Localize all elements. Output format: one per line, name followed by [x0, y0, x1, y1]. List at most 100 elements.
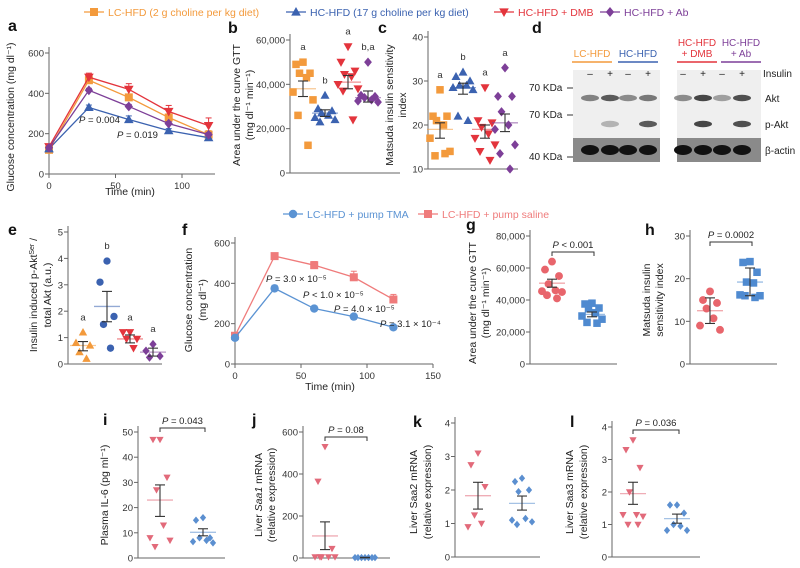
- panel-h: 0 10 20 30 Matsuda insulin sensitivity index h…: [641, 222, 777, 371]
- data-point: [544, 280, 553, 288]
- group: [663, 501, 691, 535]
- group: a: [70, 312, 96, 362]
- y-tick-label: 600: [282, 428, 298, 439]
- y-tick-label: 20: [122, 503, 133, 514]
- data-point: [598, 315, 606, 323]
- label-segment: P: [380, 319, 387, 330]
- data-point: [324, 554, 333, 561]
- y-axis-label: Liver Saa2 mRNA: [408, 450, 420, 534]
- legend-item: HC-HFD (17 g choline per kg diet): [286, 7, 469, 19]
- p-value-label: P = 0.08: [328, 425, 364, 436]
- y-tick-label: 200: [282, 512, 298, 523]
- blot-band: [733, 120, 751, 128]
- y-tick-label: 0: [602, 553, 607, 564]
- label-segment: P: [162, 416, 169, 427]
- insulin-state: –: [719, 69, 725, 80]
- significance-letter: a: [300, 42, 306, 53]
- y-tick-label: 3: [445, 452, 450, 463]
- data-point: [146, 535, 154, 542]
- group: a: [426, 70, 454, 160]
- significance-letter: a: [502, 48, 508, 59]
- label-segment: = 0.019: [123, 130, 158, 141]
- data-point: [152, 487, 161, 494]
- blot-band: [713, 94, 731, 102]
- y-tick-label: 600: [214, 239, 230, 250]
- x-tick-label: 150: [425, 371, 441, 382]
- data-point: [75, 347, 84, 356]
- p-value-annotation: P < 1.0 × 10⁻⁵: [303, 290, 364, 301]
- y-axis-label: index: [397, 92, 409, 118]
- y-axis-label: (mg dl⁻¹ min⁻¹): [244, 70, 256, 141]
- significance-letter: b: [104, 241, 109, 252]
- p-value-annotation: P = 0.004: [79, 115, 120, 126]
- panel-f: 0 200 400 600 Glucose concentration (mg dl⁻¹)…: [182, 222, 441, 393]
- insulin-state: +: [700, 69, 706, 80]
- data-point: [494, 91, 502, 102]
- data-point: [354, 96, 362, 106]
- label-segment: = 3.1 × 10⁻⁴: [386, 319, 441, 330]
- data-point: [553, 294, 561, 303]
- group: [619, 437, 647, 529]
- y-axis-label: sensitivity index: [654, 262, 666, 336]
- y-tick-label: 0: [225, 360, 230, 371]
- x-tick-label: 0: [232, 371, 237, 382]
- data-point: [374, 97, 382, 107]
- y-tick-label: 40: [122, 453, 133, 464]
- panel-letter: c: [378, 20, 387, 37]
- y-tick-label: 600: [28, 49, 44, 60]
- data-point: [439, 121, 448, 129]
- data-point: [508, 516, 516, 524]
- data-point: [467, 462, 475, 469]
- data-point: [163, 125, 174, 135]
- data-point: [389, 323, 398, 332]
- data-point: [446, 147, 454, 156]
- significance-bracket: [159, 427, 206, 432]
- data-point: [321, 444, 329, 451]
- y-tick-label: 10: [122, 528, 133, 539]
- data-point: [310, 261, 319, 270]
- data-point: [673, 501, 681, 509]
- data-point: [432, 116, 441, 125]
- blot-band: [581, 145, 599, 155]
- data-point: [624, 521, 632, 529]
- group: b: [310, 75, 340, 126]
- legend-marker: [291, 7, 301, 16]
- data-point: [209, 539, 217, 547]
- data-point: [663, 526, 671, 535]
- label-segment: = 0.08: [335, 425, 364, 436]
- y-tick-label: 2: [602, 488, 607, 499]
- data-point: [159, 522, 168, 529]
- data-point: [525, 486, 533, 494]
- y-axis-label: Glucose concentration: [183, 248, 195, 353]
- data-point: [588, 299, 596, 307]
- panel-i: 0 10 20 30 40 50 Plasma IL-6 (pg ml⁻¹) i P = 0.0…: [99, 412, 225, 565]
- label-segment: Saa1: [253, 487, 265, 512]
- label-segment: = 0.043: [168, 416, 203, 427]
- blot-band: [601, 94, 619, 102]
- data-point: [455, 80, 464, 89]
- group: a: [333, 27, 363, 125]
- panel-letter: b: [228, 20, 238, 37]
- significance-letter: b: [460, 52, 465, 63]
- y-tick-label: 400: [28, 89, 44, 100]
- group: [146, 436, 174, 551]
- significance-bracket: [632, 429, 680, 434]
- data-point: [477, 123, 486, 132]
- data-point: [541, 265, 549, 274]
- series-line: [230, 284, 398, 342]
- group: [351, 553, 379, 562]
- y-axis-label: (relative expression): [578, 445, 590, 540]
- x-tick-label: 100: [174, 181, 190, 192]
- data-point: [558, 288, 566, 296]
- data-point: [593, 319, 601, 327]
- data-point: [543, 291, 551, 300]
- data-point: [371, 91, 379, 102]
- data-point: [315, 117, 325, 126]
- data-point: [474, 450, 482, 457]
- y-tick-label: 0: [293, 554, 298, 565]
- data-point: [429, 112, 437, 120]
- group: a: [491, 48, 519, 174]
- p-value-label: P = 0.0002: [708, 230, 754, 241]
- group: a: [289, 42, 317, 150]
- y-tick-label: 3: [58, 280, 63, 291]
